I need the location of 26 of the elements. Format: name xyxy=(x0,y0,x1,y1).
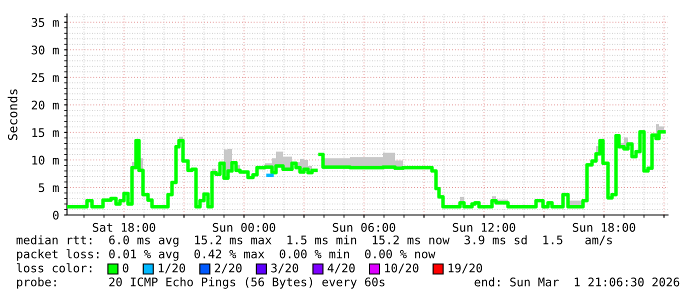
y-tick-label: 30 m xyxy=(32,46,59,54)
text: end: Sun Mar 1 21:06:30 2026 xyxy=(474,277,680,286)
y-tick-label: 35 m xyxy=(32,18,59,27)
legend-label: 3/20 xyxy=(271,264,298,274)
text: probe: 20 ICMP Echo Pings (56 Bytes) every 60s xyxy=(17,277,384,289)
x-tick-label: Sun 00:00 xyxy=(212,222,276,232)
y-tick-label: 5 m xyxy=(38,183,59,192)
x-tick-label: Sun 06:00 xyxy=(332,222,396,232)
legend-label: 0 xyxy=(122,264,128,272)
text: median rtt: 6.0 ms avg 15.2 ms max 1.5 ms min 15.2 ms now 3.9 ms sd 1.5 am/s xyxy=(16,235,612,247)
y-tick-label: 20 m xyxy=(32,100,59,110)
x-tick-label: Sun 12:00 xyxy=(452,222,516,232)
x-tick-label: Sat 18:00 xyxy=(92,222,156,232)
legend-label: 4/20 xyxy=(328,264,355,274)
legend-label: 10/20 xyxy=(385,264,418,274)
y-tick-label: 0 xyxy=(53,210,59,220)
y-tick-label: 10 m xyxy=(32,156,59,165)
legend-label: 2/20 xyxy=(214,264,242,274)
y-axis-title: Seconds xyxy=(8,89,18,140)
legend-label: 1/20 xyxy=(158,264,186,274)
y-tick-label: 25 m xyxy=(32,73,59,82)
y-tick-label: 15 m xyxy=(32,128,59,138)
legend-label: 19/20 xyxy=(448,264,482,274)
text: packet loss: 0.01 % avg 0.42 % max 0.00 % min 0.00 % now xyxy=(17,249,436,261)
legend-title: loss color: xyxy=(16,263,92,272)
x-tick-label: Sun 18:00 xyxy=(572,222,636,232)
